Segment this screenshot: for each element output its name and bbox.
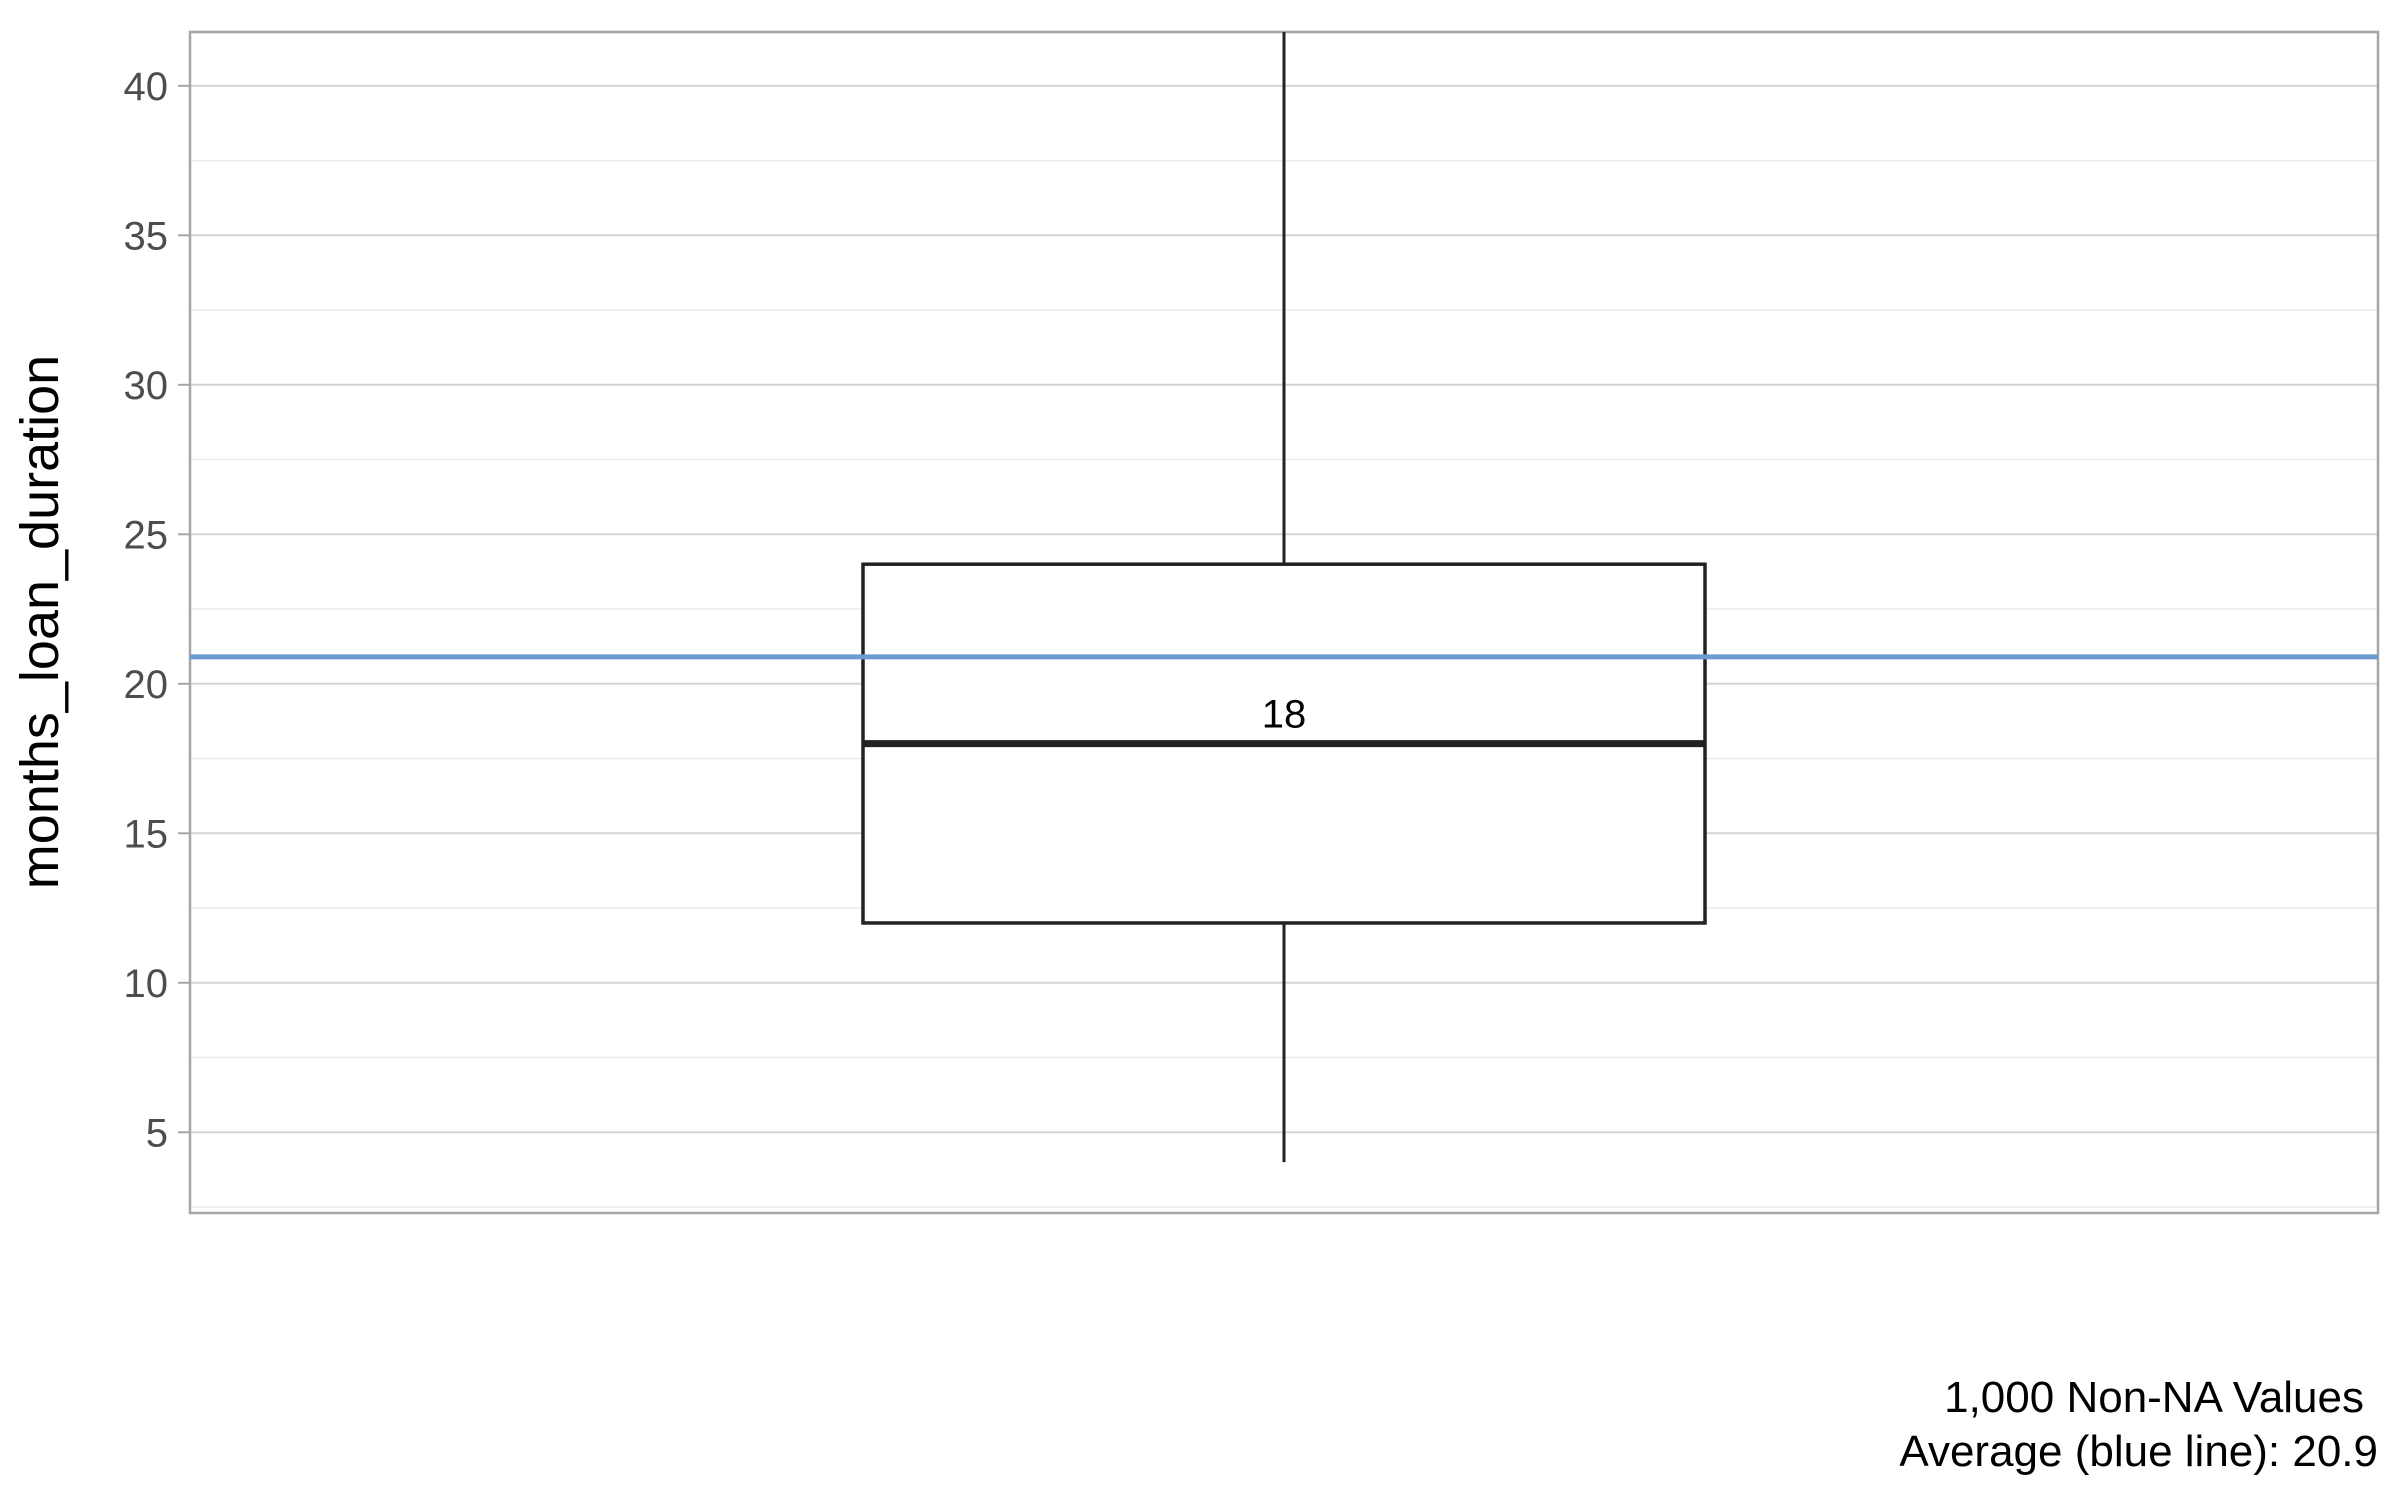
y-axis-ticks <box>178 84 190 1134</box>
y-tick-label: 10 <box>124 962 169 1006</box>
y-tick-label: 15 <box>124 812 169 856</box>
y-tick-label: 35 <box>124 214 169 258</box>
y-tick-label: 5 <box>146 1111 168 1155</box>
y-tick-label: 40 <box>124 65 169 109</box>
y-tick-label: 20 <box>124 663 169 707</box>
boxplot <box>861 32 1707 1163</box>
median-label: 18 <box>1262 693 1307 737</box>
caption-count: 1,000 Non-NA Values <box>1944 1373 2364 1422</box>
y-tick-label: 30 <box>124 364 169 408</box>
caption-average: Average (blue line): 20.9 <box>1899 1427 2378 1476</box>
y-axis-tick-labels: 5 10 15 20 25 30 35 40 <box>124 65 169 1155</box>
y-tick-label: 25 <box>124 513 169 557</box>
y-axis-title: months_loan_duration <box>10 355 70 889</box>
